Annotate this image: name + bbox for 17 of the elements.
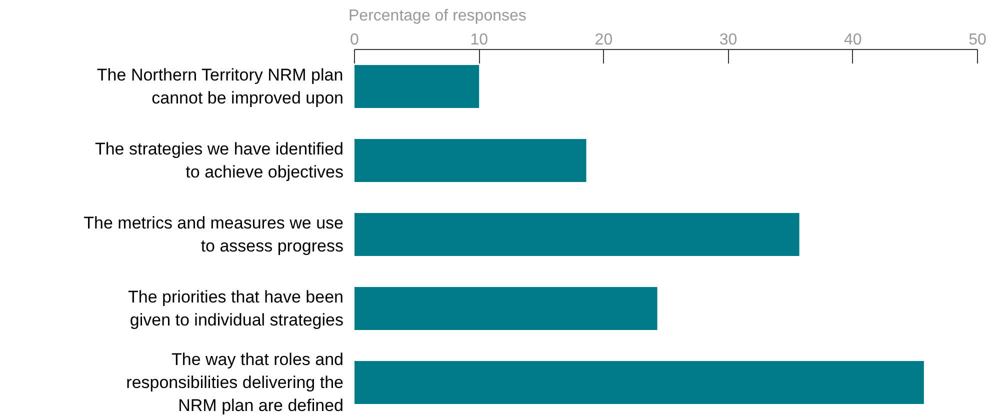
x-tick-label: 40 [844, 32, 862, 48]
bar [354, 213, 800, 256]
y-tick-label: The way that roles and responsibilities delivering the NRM plan are defined [126, 350, 344, 415]
x-tick-label: 0 [350, 32, 360, 48]
x-tick-label: 50 [968, 32, 986, 48]
y-tick-label: The Northern Territory NRM plan cannot be improved upon [96, 66, 344, 108]
x-tick-label: 20 [594, 32, 613, 48]
bar [354, 287, 658, 330]
x-tick-label: 10 [470, 32, 488, 48]
x-axis-title: Percentage of responses [348, 8, 526, 24]
bar [354, 139, 586, 182]
bar [354, 361, 924, 404]
y-tick-label: The metrics and measures we use to assess progress [84, 214, 344, 256]
x-tick-label: 30 [719, 32, 738, 48]
bar [354, 65, 480, 108]
y-tick-label: The priorities that have been given to individual strategies [128, 288, 344, 330]
y-tick-label: The strategies we have identified to achieve objectives [94, 140, 344, 182]
